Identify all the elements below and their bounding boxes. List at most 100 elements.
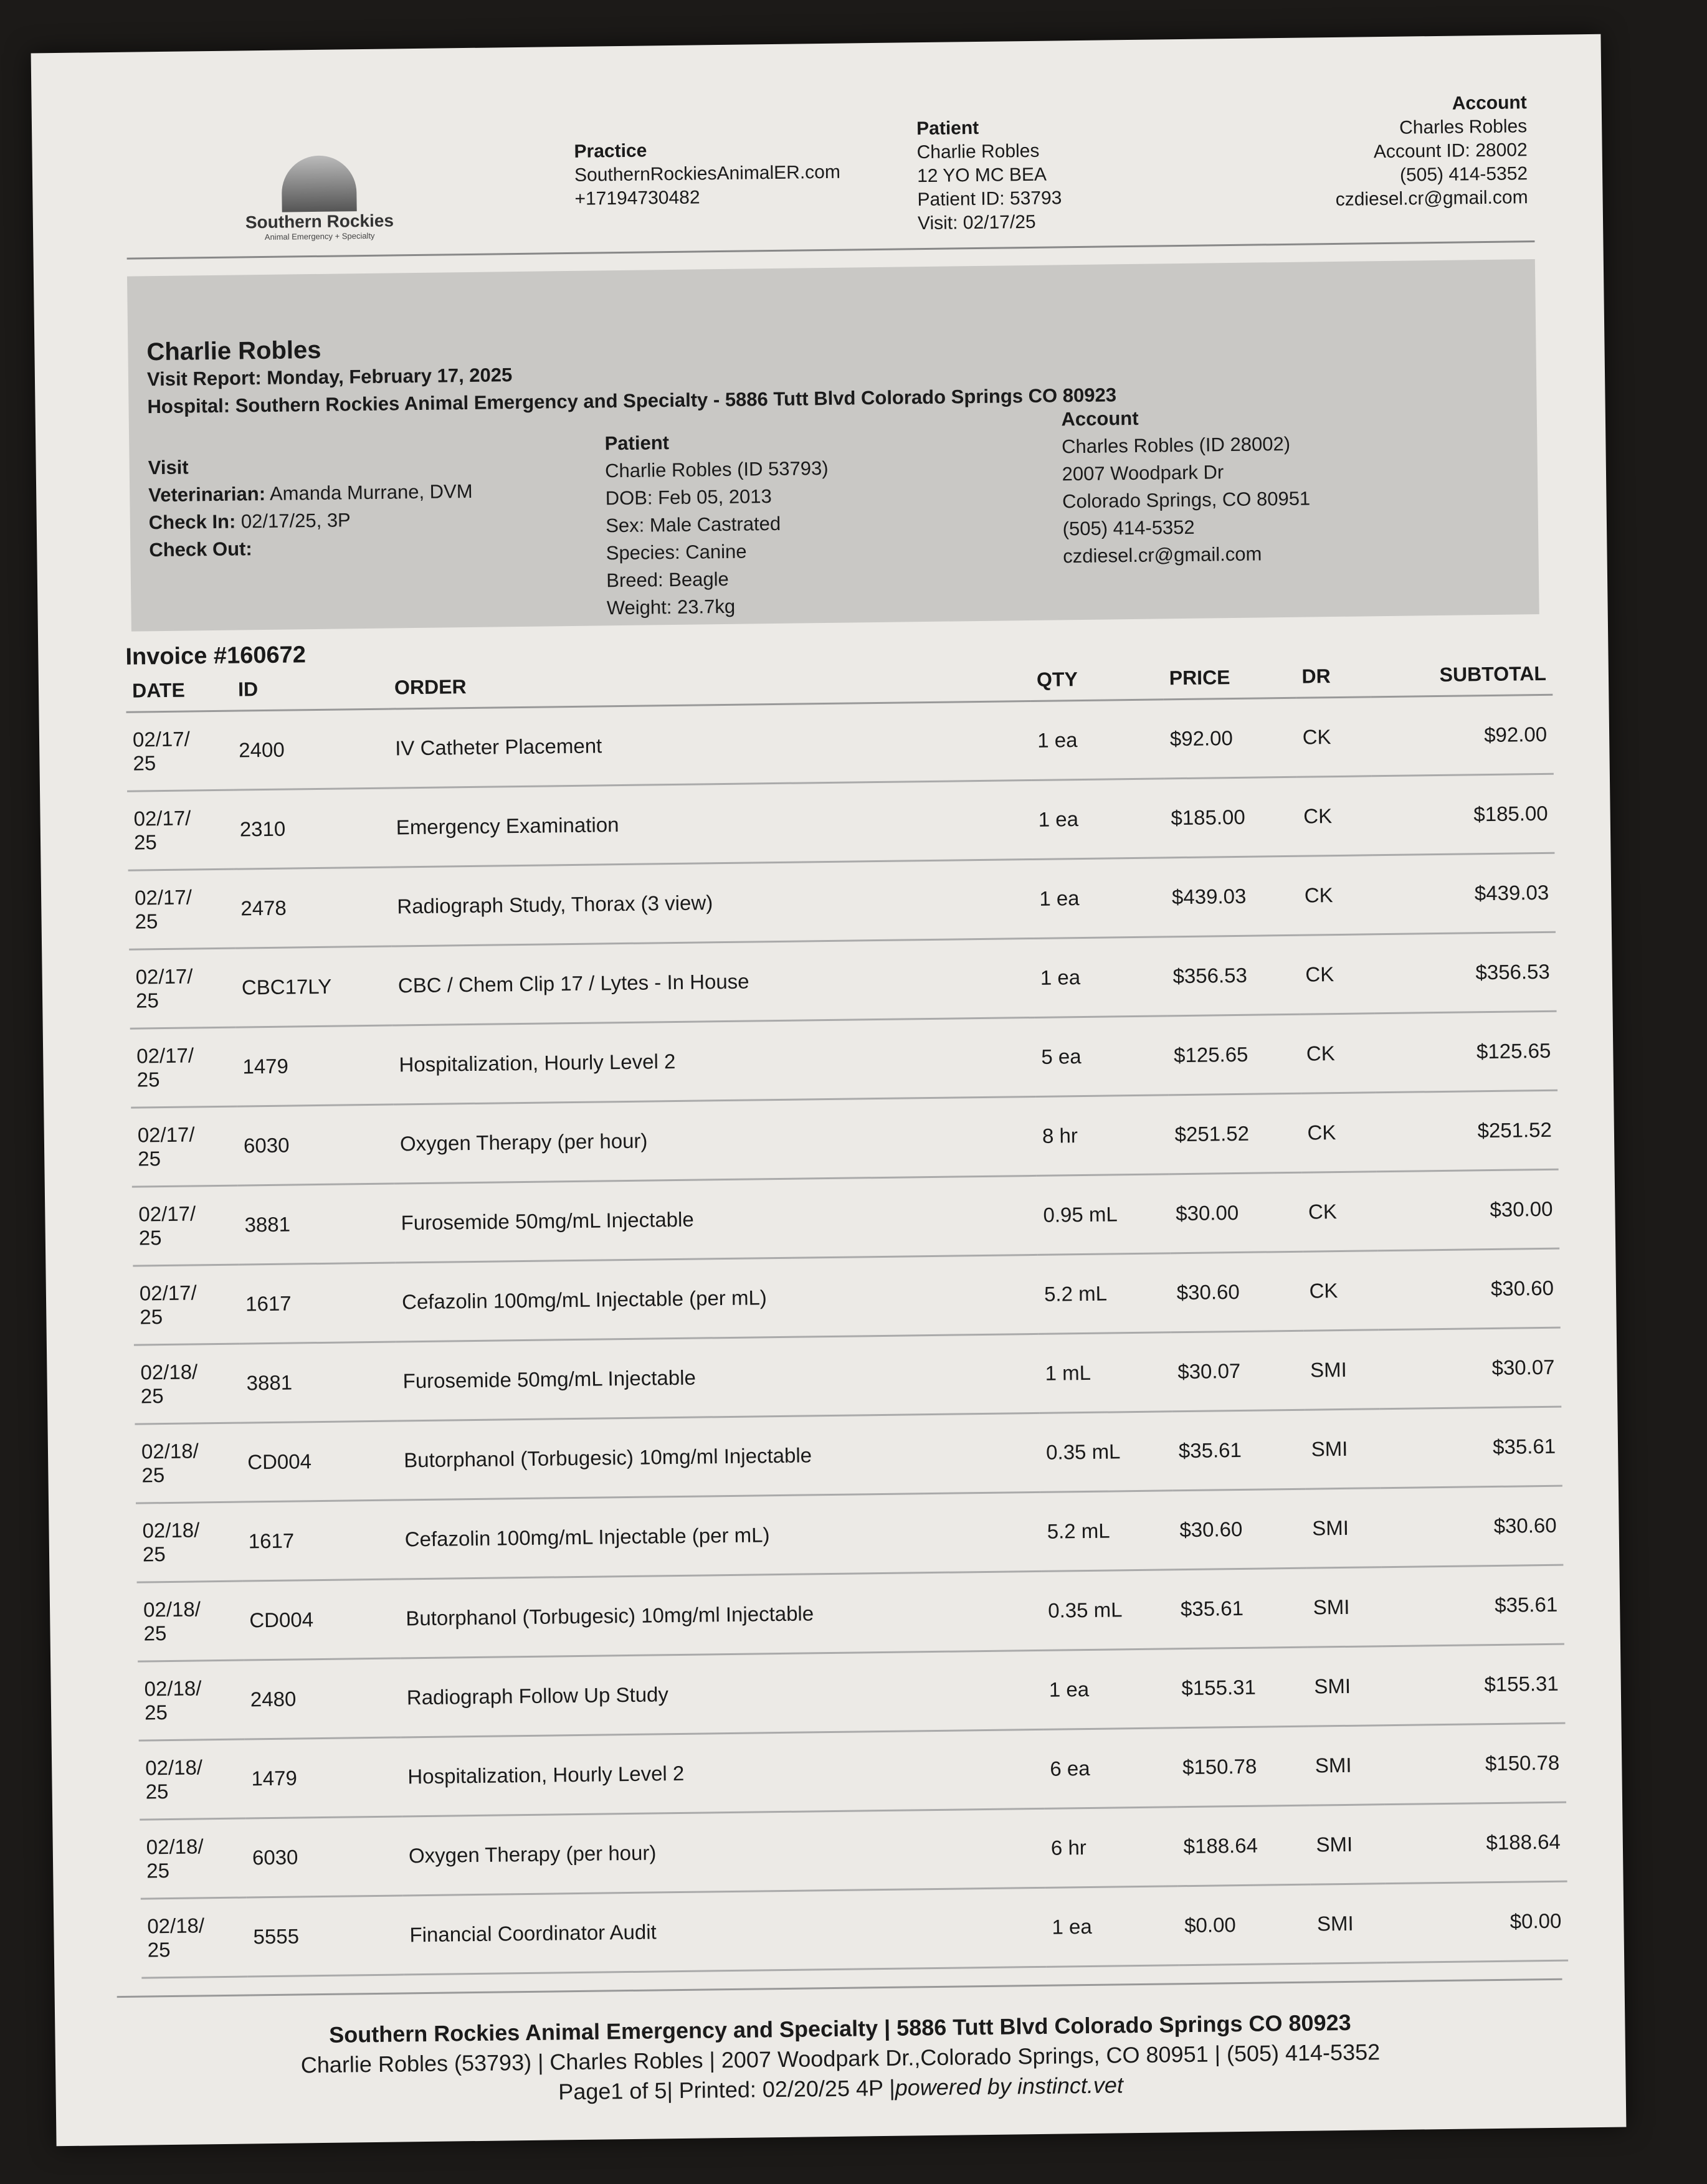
- cell-subtotal: $35.61: [1381, 1565, 1564, 1646]
- patient-info: Patient Charlie Robles 12 YO MC BEA Pati…: [916, 115, 1062, 235]
- cell-id: CD004: [242, 1579, 401, 1661]
- footer-powered-by: powered by instinct.vet: [895, 2072, 1124, 2101]
- practice-phone: +17194730482: [574, 187, 700, 209]
- cell-id: 1617: [239, 1263, 396, 1344]
- date-cell: 02/18/25: [136, 1581, 244, 1662]
- cell-subtotal: $251.52: [1375, 1090, 1559, 1172]
- cell-id: 2400: [232, 709, 390, 791]
- checkin: 02/17/25, 3P: [240, 509, 351, 533]
- cell-price: $35.61: [1174, 1568, 1308, 1649]
- cell-id: 2480: [244, 1658, 401, 1740]
- veterinarian: Amanda Murrane, DVM: [269, 480, 473, 505]
- date-cell: 02/17/25: [126, 711, 234, 792]
- footer-page-info: Page1 of 5| Printed: 02/20/25 4P |: [558, 2074, 895, 2105]
- date-cell: 02/18/25: [140, 1897, 248, 1978]
- patient-line: Weight: 23.7kg: [606, 595, 736, 619]
- date-cell: 02/18/25: [136, 1502, 243, 1583]
- cell-order: Oxygen Therapy (per hour): [393, 1096, 1037, 1184]
- column-header-subtotal: SUBTOTAL: [1370, 653, 1553, 697]
- cell-subtotal: $30.60: [1377, 1248, 1561, 1330]
- cell-price: $188.64: [1176, 1805, 1311, 1886]
- checkin-label: Check In:: [148, 510, 236, 534]
- date-cell: 02/17/25: [133, 1265, 240, 1346]
- veterinarian-label: Veterinarian:: [148, 482, 266, 506]
- cell-order: Butorphanol (Torbugesic) 10mg/ml Injecta…: [397, 1413, 1040, 1500]
- document-header: Southern Rockies Animal Emergency + Spec…: [32, 84, 1604, 265]
- cell-price: $92.00: [1163, 698, 1297, 779]
- cell-date: 02/17/25: [137, 1123, 195, 1170]
- patient-label: Patient: [916, 117, 979, 140]
- cell-qty: 1 ea: [1032, 857, 1166, 939]
- cell-price: $30.60: [1170, 1251, 1304, 1332]
- date-cell: 02/18/25: [135, 1423, 242, 1504]
- cell-date: 02/17/25: [134, 885, 193, 933]
- cell-qty: 5.2 mL: [1040, 1490, 1174, 1572]
- cell-id: 5555: [246, 1895, 404, 1977]
- column-header-date: DATE: [125, 669, 232, 713]
- date-cell: 02/17/25: [128, 869, 235, 950]
- account-id: Account ID: 28002: [1373, 140, 1528, 163]
- table-row: 02/18/25 5555 Financial Coordinator Audit 1…: [140, 1881, 1569, 1978]
- cell-subtotal: $30.60: [1380, 1486, 1564, 1567]
- column-header-qty: QTY: [1030, 658, 1164, 701]
- cell-qty: 1 ea: [1034, 936, 1167, 1018]
- cell-dr: SMI: [1309, 1804, 1386, 1885]
- cell-price: $251.52: [1167, 1093, 1302, 1174]
- cell-subtotal: $30.00: [1376, 1169, 1560, 1251]
- date-cell: 02/18/25: [138, 1739, 246, 1820]
- visit-section: Visit Veterinarian: Amanda Murrane, DVM …: [148, 430, 607, 627]
- cell-id: 2310: [233, 788, 391, 870]
- cell-order: Radiograph Study, Thorax (3 view): [390, 859, 1034, 947]
- cell-qty: 1 ea: [1031, 778, 1166, 860]
- patient-section: Patient Charlie Robles (ID 53793) DOB: F…: [604, 424, 1063, 622]
- cell-date: 02/18/25: [141, 1439, 199, 1487]
- cell-qty: 6 ea: [1043, 1727, 1177, 1809]
- cell-price: $356.53: [1166, 935, 1300, 1016]
- cell-id: 6030: [245, 1816, 403, 1898]
- cell-subtotal: $155.31: [1382, 1644, 1566, 1726]
- cell-dr: SMI: [1306, 1567, 1382, 1648]
- cell-order: Cefazolin 100mg/mL Injectable (per mL): [397, 1492, 1042, 1579]
- cell-date: 02/18/25: [144, 1676, 202, 1724]
- cell-id: CD004: [240, 1421, 398, 1503]
- cell-id: 6030: [237, 1104, 394, 1186]
- date-cell: 02/18/25: [133, 1344, 241, 1425]
- cell-id: 1617: [242, 1499, 399, 1582]
- cell-price: $150.78: [1176, 1726, 1310, 1807]
- cell-subtotal: $125.65: [1374, 1011, 1558, 1093]
- cell-order: Furosemide 50mg/mL Injectable: [394, 1175, 1038, 1263]
- account-info: Account Charles Robles Account ID: 28002…: [1334, 91, 1528, 212]
- cell-qty: 8 hr: [1035, 1094, 1169, 1176]
- invoice-table: DATE ID ORDER QTY PRICE DR SUBTOTAL 02/17/25 24…: [125, 653, 1569, 1979]
- cell-order: Butorphanol (Torbugesic) 10mg/ml Injecta…: [399, 1571, 1043, 1658]
- cell-order: CBC / Chem Clip 17 / Lytes - In House: [391, 938, 1035, 1026]
- cell-order: Hospitalization, Hourly Level 2: [392, 1017, 1036, 1105]
- date-cell: 02/17/25: [131, 1106, 238, 1187]
- account-line: czdiesel.cr@gmail.com: [1062, 543, 1262, 567]
- cell-date: 02/18/25: [145, 1755, 203, 1803]
- cell-order: Furosemide 50mg/mL Injectable: [396, 1334, 1040, 1422]
- cell-id: 1479: [244, 1737, 402, 1819]
- cell-dr: SMI: [1305, 1488, 1382, 1569]
- logo-name: Southern Rockies: [245, 211, 394, 232]
- cell-subtotal: $439.03: [1372, 853, 1556, 934]
- cell-qty: 1 ea: [1042, 1648, 1176, 1730]
- patient-desc: 12 YO MC BEA: [916, 164, 1047, 187]
- cell-date: 02/18/25: [143, 1597, 201, 1645]
- cell-id: 3881: [239, 1342, 397, 1423]
- cell-dr: CK: [1300, 1092, 1377, 1173]
- cell-order: Emergency Examination: [389, 780, 1033, 868]
- cell-dr: CK: [1298, 855, 1374, 936]
- mountain-logo-icon: [281, 155, 357, 212]
- cell-order: Radiograph Follow Up Study: [400, 1650, 1044, 1737]
- cell-order: IV Catheter Placement: [388, 701, 1032, 789]
- cell-id: 1479: [235, 1025, 394, 1107]
- cell-subtotal: $35.61: [1379, 1407, 1562, 1488]
- cell-dr: CK: [1301, 1171, 1377, 1252]
- cell-dr: SMI: [1307, 1646, 1384, 1727]
- cell-id: CBC17LY: [235, 946, 392, 1028]
- cell-date: 02/17/25: [133, 806, 191, 854]
- cell-dr: CK: [1295, 696, 1372, 777]
- cell-qty: 0.35 mL: [1041, 1569, 1175, 1651]
- cell-id: 3881: [237, 1184, 396, 1265]
